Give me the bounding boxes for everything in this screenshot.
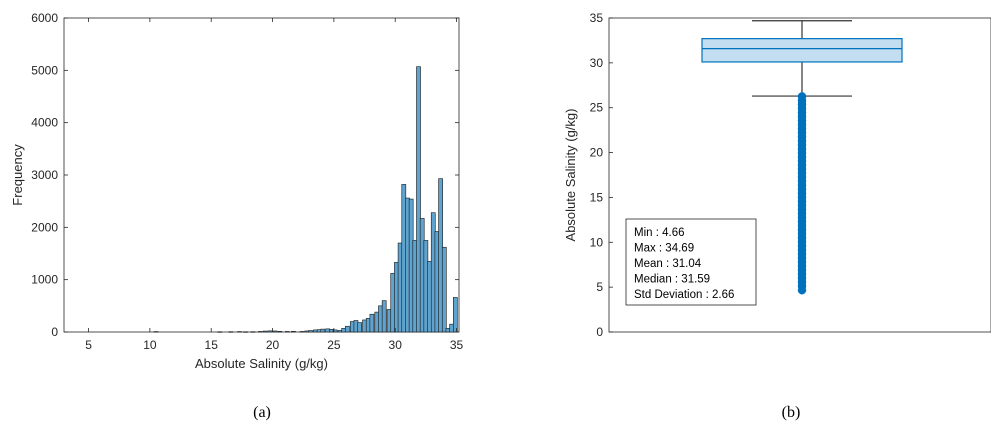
- x-tick-label: 15: [205, 338, 219, 352]
- x-tick-label: 10: [143, 338, 157, 352]
- histogram-bar: [416, 66, 421, 333]
- y-tick-label: 0: [596, 325, 603, 339]
- x-tick-label: 25: [327, 338, 341, 352]
- y-tick-label: 1000: [31, 273, 58, 287]
- stats-legend-entry: Mean : 31.04: [634, 258, 702, 270]
- histogram-bar: [320, 328, 326, 333]
- histogram-bar: [257, 331, 263, 333]
- y-tick-label: 35: [590, 11, 604, 25]
- stats-legend-entry: Min : 4.66: [634, 227, 685, 239]
- y-tick-label: 4000: [31, 116, 58, 130]
- histogram-bar: [441, 246, 447, 333]
- histogram-bar: [250, 331, 256, 333]
- stats-legend-entry: Median : 31.59: [634, 274, 710, 286]
- stats-legend-entry: Std Deviation : 2.66: [634, 289, 734, 301]
- y-tick-label: 5: [596, 280, 603, 294]
- outlier-point: [797, 92, 807, 101]
- stats-legend-entry: Max : 34.69: [634, 243, 694, 255]
- histogram-bar: [381, 300, 387, 333]
- histogram-bar: [267, 330, 273, 333]
- panel-a-caption: (a): [253, 404, 271, 421]
- y-tick-label: 0: [51, 325, 58, 339]
- histogram-bar: [369, 313, 375, 333]
- histogram-bar: [262, 330, 268, 333]
- y-tick-label: 30: [590, 56, 604, 70]
- histogram-bar: [357, 322, 362, 333]
- histogram-bar: [237, 331, 242, 333]
- y-tick-label: 25: [590, 101, 604, 115]
- boxplot-y-ticks: 0 5 10 15 20 25 30 35: [590, 11, 613, 339]
- histogram-bar: [308, 330, 313, 333]
- histogram-bar: [243, 331, 248, 333]
- histogram-y-axis-label: Frequency: [10, 144, 25, 206]
- boxplot-box-group: [701, 20, 903, 295]
- histogram-y-ticks: 0 1000 2000 3000 4000 5000 6000: [31, 11, 459, 339]
- boxplot-y-axis-label: Absolute Salinity (g/kg): [563, 109, 578, 242]
- y-tick-label: 6000: [31, 11, 58, 25]
- histogram-panel: 5 10 15 20 25 30 35 0100020003000400050006000 …: [10, 11, 464, 421]
- histogram-bar: [277, 331, 283, 333]
- x-tick-label: 20: [266, 338, 280, 352]
- histogram-x-axis-label: Absolute Salinity (g/kg): [195, 356, 328, 371]
- y-tick-label: 20: [590, 146, 604, 160]
- histogram-bar: [345, 325, 350, 333]
- y-tick-label: 15: [590, 190, 604, 204]
- x-tick-label: 5: [85, 338, 92, 352]
- histogram-bar: [272, 330, 278, 333]
- x-tick-label: 35: [450, 338, 464, 352]
- y-tick-label: 2000: [31, 220, 58, 234]
- y-tick-label: 10: [590, 235, 604, 249]
- y-tick-label: 5000: [31, 63, 58, 77]
- histogram-bar: [291, 331, 296, 333]
- histogram-bars: [153, 66, 458, 333]
- histogram-x-ticks: 5 10 15 20 25 30 35: [85, 18, 464, 352]
- stats-legend: Min : 4.66 Max : 34.69 Mean : 31.04 Median …: [625, 218, 757, 306]
- x-tick-label: 30: [389, 338, 403, 352]
- histogram-bar: [452, 297, 458, 333]
- histogram-bar: [284, 331, 290, 333]
- histogram-bar: [217, 331, 223, 333]
- histogram-bar: [332, 329, 338, 333]
- stats-legend-box: [625, 218, 757, 306]
- box-iqr: [701, 38, 903, 63]
- histogram-bar: [299, 331, 305, 333]
- histogram-bar: [228, 331, 234, 333]
- histogram-bar: [153, 331, 159, 333]
- y-tick-label: 3000: [31, 168, 58, 182]
- panel-b-caption: (b): [782, 404, 801, 421]
